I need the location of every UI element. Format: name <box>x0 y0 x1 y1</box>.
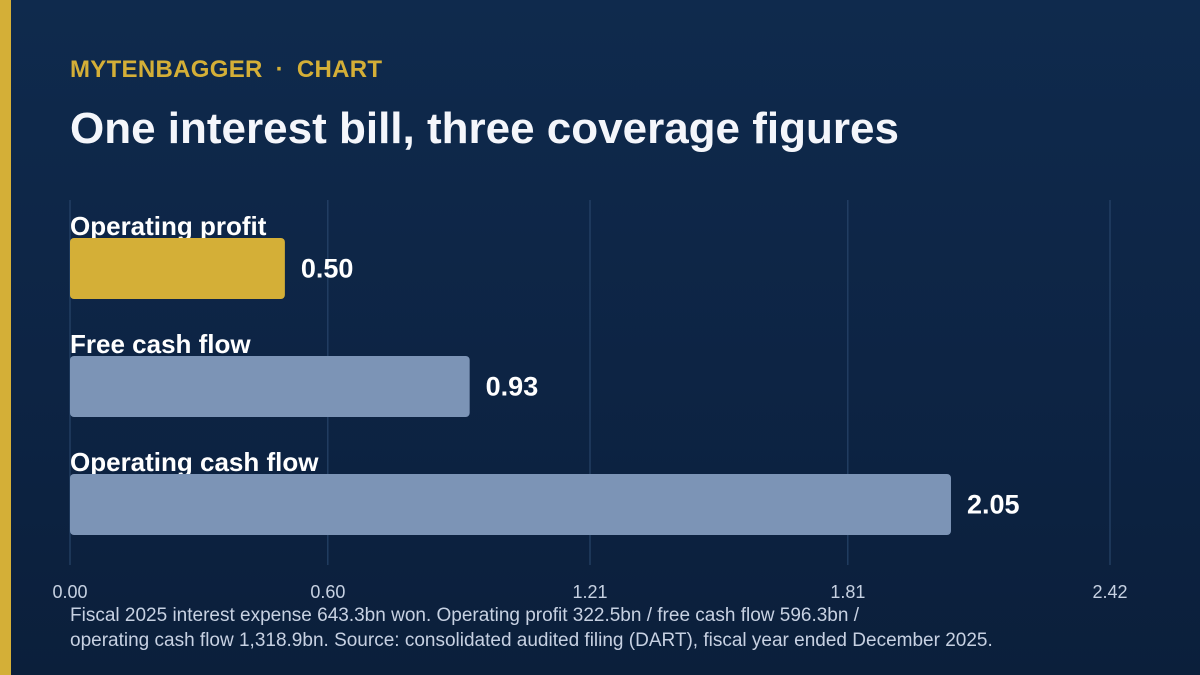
x-tick-label: 1.21 <box>572 582 607 602</box>
bar-layer: Operating profit 0.50 Free cash flow 0.93 Op… <box>70 211 1020 535</box>
value-label: 0.93 <box>486 372 539 402</box>
bar <box>70 474 951 535</box>
x-tick-label: 0.00 <box>52 582 87 602</box>
chart-title: One interest bill, three coverage figure… <box>70 104 899 153</box>
footnote-line-2: operating cash flow 1,318.9bn. Source: c… <box>70 630 993 651</box>
accent-stripe <box>0 0 11 675</box>
value-label: 0.50 <box>301 254 354 284</box>
x-tick-label: 1.81 <box>830 582 865 602</box>
value-label: 2.05 <box>967 490 1020 520</box>
brand-name: MYTENBAGGER <box>70 56 263 83</box>
bar <box>70 356 470 417</box>
footnote-line-1: Fiscal 2025 interest expense 643.3bn won… <box>70 605 860 626</box>
bar <box>70 238 285 299</box>
brand-header: MYTENBAGGER · CHART <box>70 56 382 84</box>
category-label: Free cash flow <box>70 329 251 359</box>
category-label: Operating profit <box>70 211 267 241</box>
x-tick-label: 0.60 <box>310 582 345 602</box>
brand-separator: · <box>275 56 284 83</box>
footnote: Fiscal 2025 interest expense 643.3bn won… <box>70 603 1150 653</box>
tick-layer: 0.00 0.60 1.21 1.81 2.42 <box>52 582 1127 602</box>
x-tick-label: 2.42 <box>1092 582 1127 602</box>
brand-section: CHART <box>296 56 383 83</box>
category-label: Operating cash flow <box>70 447 319 477</box>
